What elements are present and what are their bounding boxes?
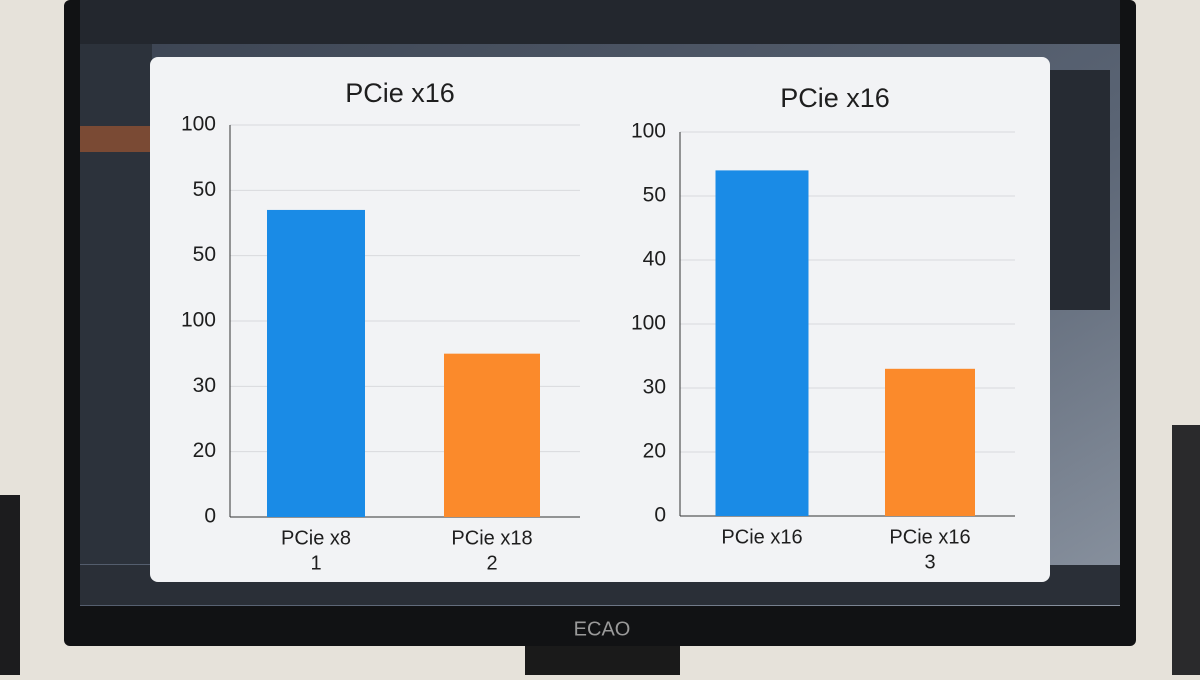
y-tick-label: 50 — [193, 243, 216, 266]
y-tick-label: 20 — [193, 439, 216, 462]
chart-panel — [150, 57, 1050, 582]
y-tick-label: 100 — [631, 312, 666, 335]
y-tick-label: 100 — [631, 120, 666, 143]
x-tick-number: 2 — [486, 552, 497, 574]
bar — [444, 353, 540, 517]
app-topbar — [80, 0, 1120, 44]
y-tick-label: 0 — [204, 505, 216, 528]
y-tick-label: 0 — [654, 504, 666, 527]
x-tick-label: PCie x8 — [281, 527, 351, 549]
x-tick-number: 3 — [924, 551, 935, 573]
y-tick-label: 40 — [643, 248, 666, 271]
x-tick-label: PCie x18 — [451, 527, 532, 549]
y-tick-label: 50 — [643, 184, 666, 207]
y-tick-label: 20 — [643, 440, 666, 463]
speaker-right — [1172, 425, 1200, 675]
y-tick-label: 50 — [193, 178, 216, 201]
x-tick-label: PCie x16 — [889, 526, 970, 548]
bar — [267, 209, 365, 517]
x-tick-number: 1 — [310, 552, 321, 574]
sidebar-active-item — [80, 126, 152, 152]
bar — [715, 170, 809, 516]
chart-title: PCie x16 — [345, 78, 455, 108]
x-tick-label: PCie x16 — [721, 526, 802, 548]
app-sidebar — [80, 44, 152, 564]
monitor-brand: ECAO — [574, 618, 631, 640]
y-tick-label: 30 — [643, 376, 666, 399]
chart-title: PCie x16 — [780, 83, 890, 113]
y-tick-label: 30 — [193, 374, 216, 397]
bar — [885, 368, 975, 516]
speaker-left — [0, 495, 20, 675]
right-panel — [1050, 70, 1110, 310]
y-tick-label: 100 — [181, 113, 216, 136]
y-tick-label: 100 — [181, 309, 216, 332]
